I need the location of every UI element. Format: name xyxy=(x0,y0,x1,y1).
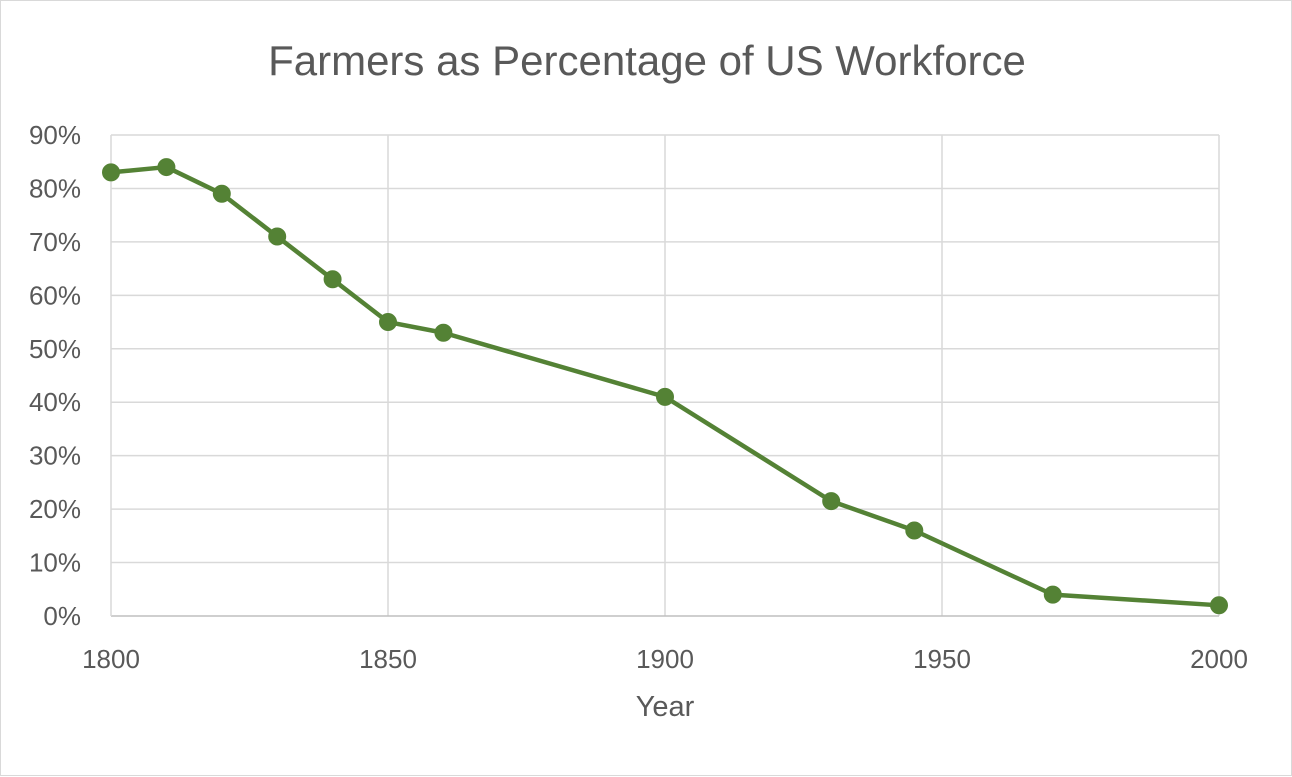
y-axis-tick-labels: 0% 10% 20% 30% 40% 50% 60% 70% 80% 90% xyxy=(29,120,81,631)
x-tick-label: 1900 xyxy=(636,644,694,674)
y-tick-label: 0% xyxy=(43,601,81,631)
data-point xyxy=(379,313,397,332)
y-tick-label: 40% xyxy=(29,387,81,417)
series-line xyxy=(108,164,1222,608)
y-tick-label: 80% xyxy=(29,173,81,203)
data-point xyxy=(656,387,674,406)
data-point xyxy=(434,323,453,342)
y-tick-label: 70% xyxy=(29,227,81,257)
data-point xyxy=(323,270,342,289)
x-tick-label: 1950 xyxy=(913,644,971,674)
data-point xyxy=(157,158,176,177)
series-layer xyxy=(102,158,1228,615)
y-tick-label: 30% xyxy=(29,441,81,471)
axes xyxy=(110,135,1219,617)
y-tick-label: 90% xyxy=(29,120,81,150)
data-point xyxy=(822,492,841,511)
data-point xyxy=(268,227,287,246)
x-tick-label: 1800 xyxy=(82,644,140,674)
data-point xyxy=(102,163,120,182)
gridlines xyxy=(111,134,1220,616)
x-axis-title: Year xyxy=(635,691,695,723)
x-tick-label: 1850 xyxy=(359,644,417,674)
x-axis-tick-labels: 1800 1850 1900 1950 2000 xyxy=(82,644,1248,674)
x-tick-label: 2000 xyxy=(1190,644,1248,674)
y-tick-label: 10% xyxy=(29,548,81,578)
y-tick-label: 50% xyxy=(29,334,81,364)
data-point xyxy=(1043,585,1062,604)
data-point xyxy=(1210,596,1228,615)
y-tick-label: 20% xyxy=(29,494,81,524)
y-tick-label: 60% xyxy=(29,280,81,310)
data-point xyxy=(905,521,924,540)
chart-title: Farmers as Percentage of US Workforce xyxy=(268,37,1026,84)
data-point xyxy=(212,184,231,203)
